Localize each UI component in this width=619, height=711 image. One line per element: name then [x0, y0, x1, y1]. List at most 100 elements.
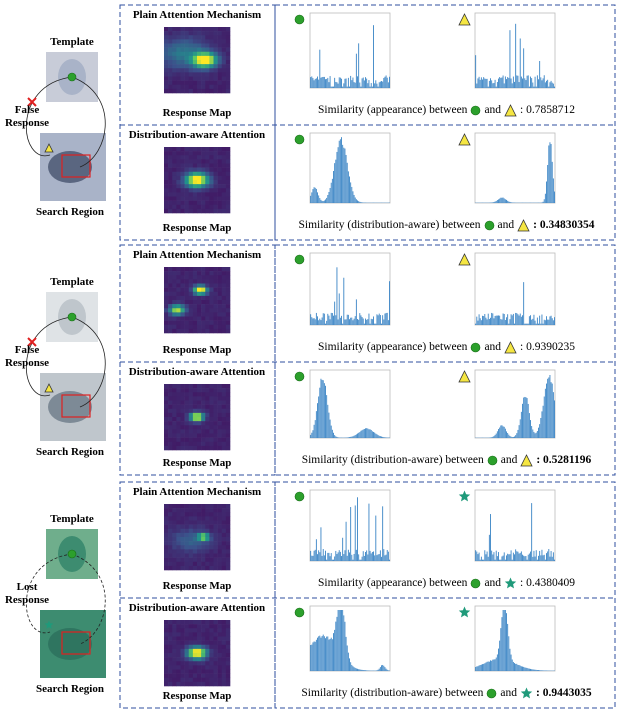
histogram-bar: [347, 437, 348, 438]
heatmap-cell: [189, 159, 193, 163]
histogram-bar: [376, 670, 377, 671]
histogram-bar: [513, 77, 514, 88]
histogram-bar: [489, 662, 490, 671]
heatmap-cell: [222, 396, 226, 400]
heatmap-cell: [172, 188, 176, 192]
heatmap-cell: [197, 325, 201, 329]
heatmap-cell: [205, 661, 209, 665]
histogram-bar: [485, 663, 486, 671]
heatmap-cell: [172, 558, 176, 562]
heatmap-cell: [218, 164, 222, 168]
heatmap-cell: [197, 405, 201, 409]
heatmap-cell: [209, 392, 213, 396]
heatmap-cell: [209, 188, 213, 192]
heatmap-cell: [222, 554, 226, 558]
heatmap-cell: [189, 624, 193, 628]
histogram-bar: [348, 315, 349, 325]
histogram-bar: [549, 375, 550, 438]
heatmap-cell: [189, 396, 193, 400]
heatmap-cell: [201, 541, 205, 545]
heatmap-cell: [201, 657, 205, 661]
histogram-bar: [327, 78, 328, 88]
heatmap-cell: [185, 192, 189, 196]
histogram-bar: [491, 80, 492, 88]
heatmap-cell: [222, 649, 226, 653]
heatmap-cell: [193, 661, 197, 665]
heatmap-cell: [205, 151, 209, 155]
heatmap-cell: [201, 661, 205, 665]
heatmap-cell: [185, 317, 189, 321]
histogram-bar: [522, 667, 523, 671]
heatmap-cell: [189, 429, 193, 433]
histogram-bar: [326, 637, 327, 671]
heatmap-cell: [222, 155, 226, 159]
heatmap-cell: [226, 645, 230, 649]
histogram-bar: [528, 555, 529, 561]
histogram-bar: [331, 553, 332, 561]
histogram-bar: [485, 554, 486, 561]
histogram-bar: [371, 553, 372, 561]
heatmap-cell: [205, 288, 209, 292]
heatmap-cell: [189, 516, 193, 520]
heatmap-cell: [193, 89, 197, 93]
histogram-bar: [380, 82, 381, 88]
heatmap-cell: [176, 645, 180, 649]
histogram-bar: [547, 379, 548, 438]
histogram-bar: [384, 437, 385, 438]
heatmap-cell: [185, 674, 189, 678]
heatmap-cell: [222, 438, 226, 442]
heatmap-cell: [181, 192, 185, 196]
heatmap-cell: [176, 300, 180, 304]
heatmap-cell: [185, 147, 189, 151]
heatmap-cell: [214, 39, 218, 43]
heatmap-cell: [185, 442, 189, 446]
heatmap-cell: [181, 159, 185, 163]
heatmap-cell: [168, 284, 172, 288]
histogram-bar: [380, 315, 381, 325]
heatmap-cell: [185, 504, 189, 508]
histogram-bar: [507, 554, 508, 561]
histogram-bar: [322, 556, 323, 561]
histogram-bar: [530, 420, 531, 438]
heatmap-cell: [209, 48, 213, 52]
heatmap-cell: [205, 197, 209, 201]
heatmap-cell: [181, 620, 185, 624]
histogram-bar: [530, 77, 531, 88]
heatmap-cell: [218, 632, 222, 636]
heatmap-cell: [222, 197, 226, 201]
histogram-bar: [533, 87, 534, 88]
histogram-bar: [524, 78, 525, 88]
heatmap-cell: [185, 529, 189, 533]
heatmap-cell: [205, 64, 209, 68]
histogram-bar: [330, 76, 331, 88]
heatmap-cell: [209, 60, 213, 64]
histogram-bar: [509, 202, 510, 203]
heatmap-cell: [222, 562, 226, 566]
heatmap-cell: [185, 172, 189, 176]
histogram-bar: [383, 319, 384, 325]
heatmap-cell: [214, 147, 218, 151]
heatmap-cell: [185, 401, 189, 405]
heatmap-cell: [197, 645, 201, 649]
histogram-bar: [327, 195, 328, 203]
histogram-bar: [383, 666, 384, 671]
heatmap-cell: [222, 657, 226, 661]
heatmap-cell: [214, 151, 218, 155]
triangle-icon: [504, 104, 517, 117]
histogram-bar: [324, 200, 325, 203]
histogram-bar: [492, 313, 493, 325]
heatmap-cell: [214, 275, 218, 279]
histogram-bar: [364, 556, 365, 561]
histogram-bar: [507, 624, 508, 671]
heatmap-cell: [193, 620, 197, 624]
histogram-bar: [331, 638, 332, 671]
heatmap-cell: [201, 205, 205, 209]
histogram-bar: [370, 87, 371, 88]
histogram-bar: [343, 554, 344, 561]
heatmap-cell: [209, 508, 213, 512]
heatmap-cell: [226, 653, 230, 657]
heatmap-cell: [181, 151, 185, 155]
heatmap-cell: [164, 541, 168, 545]
heatmap-cell: [214, 401, 218, 405]
histogram-bar: [475, 667, 476, 671]
